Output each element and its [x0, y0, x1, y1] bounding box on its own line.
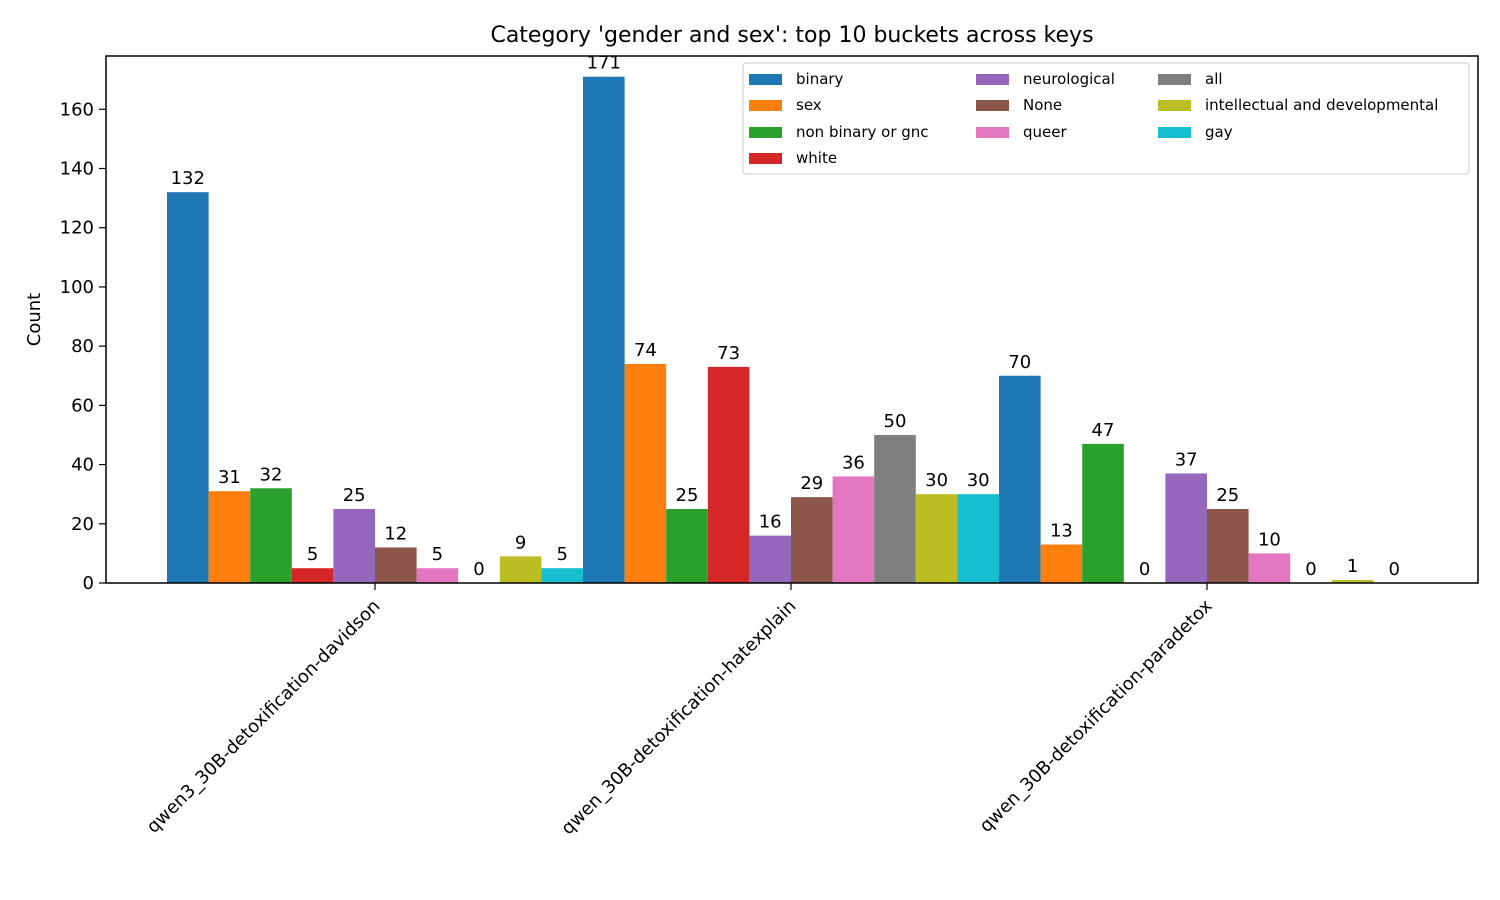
bar-value-label: 74 — [634, 340, 657, 361]
bar-value-label: 12 — [384, 523, 407, 544]
bar-white — [707, 366, 750, 583]
bar-value-label: 50 — [884, 411, 907, 432]
y-tick-label: 100 — [60, 277, 94, 298]
bar-sex — [208, 491, 251, 583]
bar-value-label: 36 — [842, 452, 865, 473]
bar-value-label: 1 — [1347, 556, 1358, 577]
bar-binary — [583, 76, 625, 583]
legend-swatch — [749, 153, 782, 164]
y-tick-label: 120 — [60, 218, 94, 239]
bar-gay — [541, 568, 583, 583]
legend-swatch — [749, 74, 782, 85]
bar-white — [291, 568, 334, 583]
bar-binary — [167, 192, 209, 583]
legend-swatch — [976, 100, 1009, 111]
bar-value-label: 32 — [260, 464, 283, 485]
plot-frame — [105, 55, 1479, 584]
x-tick-label: qwen3_30B-detoxification-davidson — [143, 596, 385, 838]
legend-entry-label: intellectual and developmental — [1205, 96, 1438, 114]
bar-value-label: 37 — [1175, 449, 1198, 470]
bar-sex — [1040, 544, 1083, 583]
bar-value-label: 73 — [717, 343, 740, 364]
y-axis-label: Count — [24, 293, 45, 346]
bar-none — [791, 497, 833, 583]
legend-entry-label: neurological — [1023, 70, 1115, 88]
bar-binary — [999, 375, 1041, 583]
bar-queer — [1248, 553, 1291, 583]
legend-entry-label: all — [1205, 70, 1223, 88]
bar-value-label: 13 — [1050, 521, 1073, 542]
bar-intellectual-and-developmental — [499, 556, 542, 583]
legend-entry-label: queer — [1023, 123, 1067, 141]
bar-value-label: 0 — [1388, 559, 1399, 580]
bar-value-label: 70 — [1008, 352, 1031, 373]
y-tick-label: 20 — [71, 514, 94, 535]
bar-value-label: 132 — [171, 168, 205, 189]
bar-value-label: 29 — [800, 473, 823, 494]
legend-entry-label: None — [1023, 96, 1062, 114]
bar-value-label: 31 — [218, 467, 241, 488]
y-axis-ticks: 0 20 40 60 80 100 120 140 160 — [60, 99, 106, 594]
legend-entry-label: binary — [796, 70, 844, 88]
x-tick-label: qwen_30B-detoxification-paradetox — [976, 595, 1217, 836]
bar-value-label: 0 — [473, 559, 484, 580]
y-tick-label: 60 — [71, 395, 94, 416]
legend-frame — [742, 62, 1470, 175]
bar-value-label: 5 — [432, 544, 443, 565]
chart-title: Category 'gender and sex': top 10 bucket… — [490, 23, 1093, 48]
bar-value-label: 5 — [307, 544, 318, 565]
bar-value-label: 10 — [1258, 529, 1281, 550]
bar-non-binary-or-gnc — [250, 488, 292, 583]
y-tick-label: 80 — [71, 336, 94, 357]
legend-entry-label: non binary or gnc — [796, 123, 929, 141]
bar-value-label: 5 — [556, 544, 567, 565]
legend-swatch — [749, 127, 782, 138]
legend-swatch — [976, 74, 1009, 85]
bar-queer — [832, 476, 875, 583]
bar-non-binary-or-gnc — [1082, 443, 1124, 583]
bar-all — [874, 434, 916, 583]
bar-gay — [957, 494, 999, 583]
legend-entry-label: white — [796, 149, 837, 167]
legend: binary sex non binary or gnc white neurologi… — [742, 62, 1470, 175]
bar-value-label: 0 — [1305, 559, 1316, 580]
x-axis-ticks: qwen3_30B-detoxification-davidson qwen_30… — [143, 583, 1217, 839]
legend-swatch — [1158, 127, 1191, 138]
legend-entry-label: sex — [796, 96, 822, 114]
bar-none — [375, 547, 417, 583]
y-tick-label: 0 — [83, 573, 94, 594]
legend-swatch — [749, 100, 782, 111]
bar-intellectual-and-developmental — [915, 494, 958, 583]
bar-value-label: 47 — [1092, 420, 1115, 441]
bar-value-label: 30 — [925, 470, 948, 491]
bar-value-label: 30 — [967, 470, 990, 491]
bar-neurological — [749, 535, 791, 583]
bar-neurological — [1165, 473, 1207, 583]
bar-value-label: 0 — [1139, 559, 1150, 580]
bar-sex — [624, 363, 667, 583]
y-tick-label: 160 — [60, 99, 94, 120]
legend-swatch — [1158, 100, 1191, 111]
bar-value-label: 25 — [343, 485, 366, 506]
bar-none — [1207, 508, 1249, 583]
bar-neurological — [333, 508, 375, 583]
y-tick-label: 40 — [71, 455, 94, 476]
legend-swatch — [976, 127, 1009, 138]
legend-swatch — [1158, 74, 1191, 85]
legend-entry-label: gay — [1205, 123, 1233, 141]
bar-queer — [416, 568, 459, 583]
bars-group — [167, 76, 1374, 583]
x-tick-label: qwen_30B-detoxification-hatexplain — [557, 596, 800, 839]
y-tick-label: 140 — [60, 159, 94, 180]
bar-non-binary-or-gnc — [666, 508, 708, 583]
bar-value-label: 16 — [759, 512, 782, 533]
bar-value-label: 9 — [515, 532, 526, 553]
bar-value-label: 25 — [1216, 485, 1239, 506]
bar-intellectual-and-developmental — [1331, 580, 1374, 583]
bar-value-label: 171 — [587, 53, 621, 74]
bar-value-label: 25 — [676, 485, 699, 506]
